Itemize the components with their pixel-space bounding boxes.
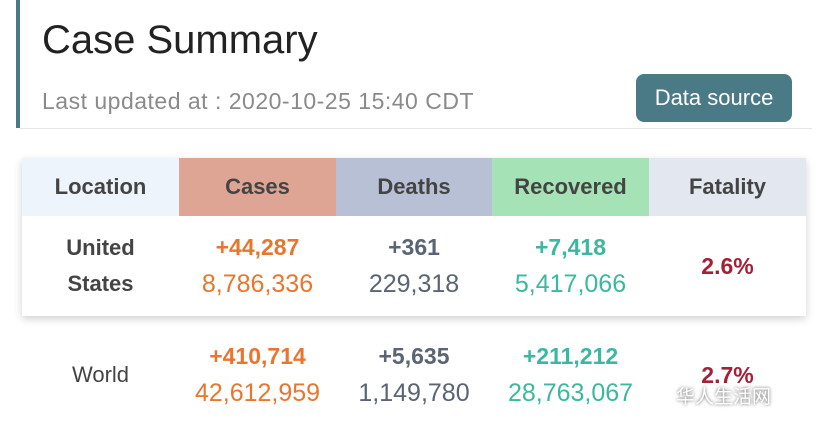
table-cell: +361 229,318: [336, 216, 492, 316]
accent-bar: [16, 0, 20, 128]
column-header: Location: [22, 158, 179, 216]
deaths-total: 229,318: [368, 270, 460, 298]
watermark: 华人生活网: [676, 387, 772, 408]
divider: [20, 128, 812, 129]
table-cell: 2.6%: [649, 216, 806, 316]
data-source-button[interactable]: Data source: [636, 74, 792, 122]
column-header: Fatality: [649, 158, 806, 216]
recovered-total: 5,417,066: [514, 270, 627, 298]
cases-new: +44,287: [215, 234, 300, 260]
fatality: 2.6%: [701, 252, 754, 279]
table-cell: United States: [22, 216, 179, 316]
table-cell: World: [22, 330, 179, 420]
table-cell: +211,212 28,763,067: [492, 330, 649, 420]
recovered-new: +211,212: [522, 343, 619, 369]
table-cell: +410,714 42,612,959: [179, 330, 336, 420]
deaths-new: +361: [388, 234, 440, 260]
table-cell: +7,418 5,417,066: [492, 216, 649, 316]
column-header: Cases: [179, 158, 336, 216]
location: World: [71, 362, 130, 387]
column-header: Deaths: [336, 158, 492, 216]
table-cell: +5,635 1,149,780: [336, 330, 492, 420]
recovered-new: +7,418: [535, 234, 606, 260]
cases-new: +410,714: [209, 343, 306, 369]
updated-time: Last updated at : 2020-10-25 15:40 CDT: [42, 88, 475, 114]
location: United States: [66, 235, 135, 296]
table-cell: +44,287 8,786,336: [179, 216, 336, 316]
cases-total: 42,612,959: [194, 379, 321, 407]
table-cell: 2.7%: [649, 330, 806, 420]
recovered-total: 28,763,067: [507, 379, 634, 407]
cases-total: 8,786,336: [201, 270, 314, 298]
column-header: Recovered: [492, 158, 649, 216]
deaths-new: +5,635: [378, 343, 450, 369]
fatality: 2.7%: [701, 361, 754, 388]
title: Case Summary: [42, 18, 318, 62]
deaths-total: 1,149,780: [358, 379, 470, 407]
